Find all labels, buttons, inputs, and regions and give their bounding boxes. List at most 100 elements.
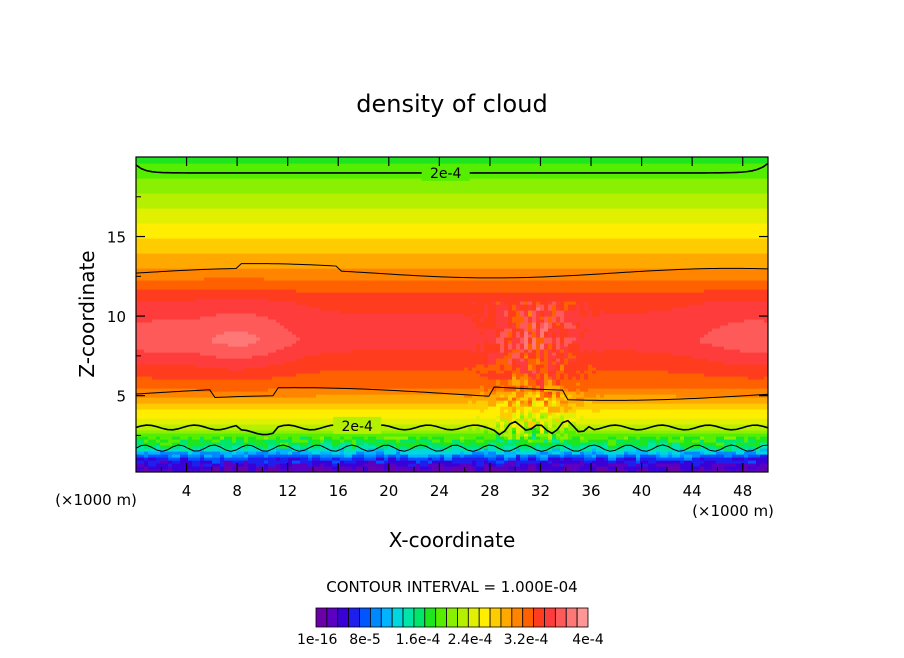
field-cell	[248, 445, 257, 449]
field-cell	[536, 340, 545, 344]
field-cell	[540, 331, 545, 335]
field-cell	[188, 445, 193, 449]
field-cell	[540, 370, 549, 374]
field-cell	[580, 466, 597, 470]
field-cell	[672, 352, 768, 356]
field-cell	[584, 334, 705, 338]
field-cell	[204, 463, 213, 467]
field-cell	[516, 394, 525, 398]
field-cell	[536, 433, 549, 437]
field-cell	[560, 412, 577, 416]
field-cell	[548, 430, 557, 434]
field-cell	[744, 466, 749, 470]
field-cell	[756, 448, 761, 452]
field-cell	[280, 466, 289, 470]
field-cell	[580, 370, 585, 374]
field-cell	[640, 466, 649, 470]
field-cell	[368, 448, 385, 452]
field-cell	[516, 325, 521, 329]
field-cell	[684, 451, 701, 455]
field-cell	[560, 454, 565, 458]
field-cell	[584, 328, 589, 332]
field-cell	[292, 463, 309, 467]
field-cell	[576, 304, 581, 308]
field-cell	[476, 469, 485, 472]
field-cell	[564, 343, 569, 347]
field-cell	[200, 451, 221, 455]
field-cell	[532, 436, 537, 440]
field-cell	[500, 364, 505, 368]
field-cell	[564, 361, 569, 365]
field-cell	[568, 421, 577, 425]
field-cell	[224, 331, 249, 335]
field-cell	[588, 376, 749, 380]
x-tick-label: 4	[182, 482, 192, 500]
field-cell	[488, 307, 497, 311]
field-cell	[320, 454, 345, 458]
field-cell	[524, 313, 529, 317]
field-cell	[576, 424, 768, 428]
field-cell	[188, 469, 193, 472]
field-cell	[528, 418, 533, 422]
field-cell	[496, 382, 501, 386]
field-cell	[536, 334, 541, 338]
field-cell	[520, 325, 529, 329]
field-cell	[136, 313, 217, 317]
field-cell	[560, 388, 569, 392]
field-cell	[548, 406, 561, 410]
field-cell	[576, 418, 768, 422]
field-cell	[556, 310, 565, 314]
field-cell	[604, 442, 609, 446]
field-cell	[540, 343, 545, 347]
field-cell	[540, 316, 545, 320]
field-cell	[712, 466, 725, 470]
field-cell	[500, 385, 505, 389]
field-cell	[528, 424, 537, 428]
field-cell	[564, 406, 573, 410]
field-cell	[560, 319, 565, 323]
field-cell	[520, 397, 529, 401]
field-cell	[744, 469, 749, 472]
field-cell	[636, 460, 641, 464]
field-cell	[312, 460, 333, 464]
field-cell	[504, 385, 517, 389]
field-cell	[508, 316, 513, 320]
field-cell	[576, 397, 585, 401]
field-cell	[520, 412, 525, 416]
field-cell	[516, 415, 521, 419]
field-cell	[608, 460, 617, 464]
field-cell	[504, 463, 517, 467]
field-cell	[528, 343, 533, 347]
field-cell	[484, 331, 497, 335]
field-cell	[564, 466, 573, 470]
field-cell	[580, 331, 585, 335]
colorbar-swatch	[511, 607, 524, 628]
field-cell	[564, 301, 577, 305]
field-cell	[512, 379, 521, 383]
field-cell	[648, 445, 657, 449]
field-cell	[548, 403, 553, 407]
y-axis-label: Z-coordinate	[75, 250, 99, 377]
field-cell	[548, 343, 553, 347]
field-cell	[548, 376, 553, 380]
field-cell	[588, 439, 609, 443]
field-cell	[248, 463, 257, 467]
field-cell	[528, 364, 533, 368]
field-cell	[484, 454, 497, 458]
field-cell	[572, 466, 581, 470]
field-cell	[264, 448, 269, 452]
field-cell	[736, 436, 745, 440]
field-cell	[640, 463, 649, 467]
field-cell	[136, 370, 321, 374]
field-cell	[244, 436, 249, 440]
field-cell	[364, 442, 369, 446]
field-cell	[528, 352, 537, 356]
field-cell	[564, 325, 577, 329]
field-cell	[476, 442, 489, 446]
field-cell	[144, 454, 149, 458]
field-cell	[500, 427, 505, 431]
field-cell	[704, 457, 733, 461]
field-cell	[236, 439, 245, 443]
field-cell	[556, 361, 561, 365]
field-cell	[536, 403, 545, 407]
